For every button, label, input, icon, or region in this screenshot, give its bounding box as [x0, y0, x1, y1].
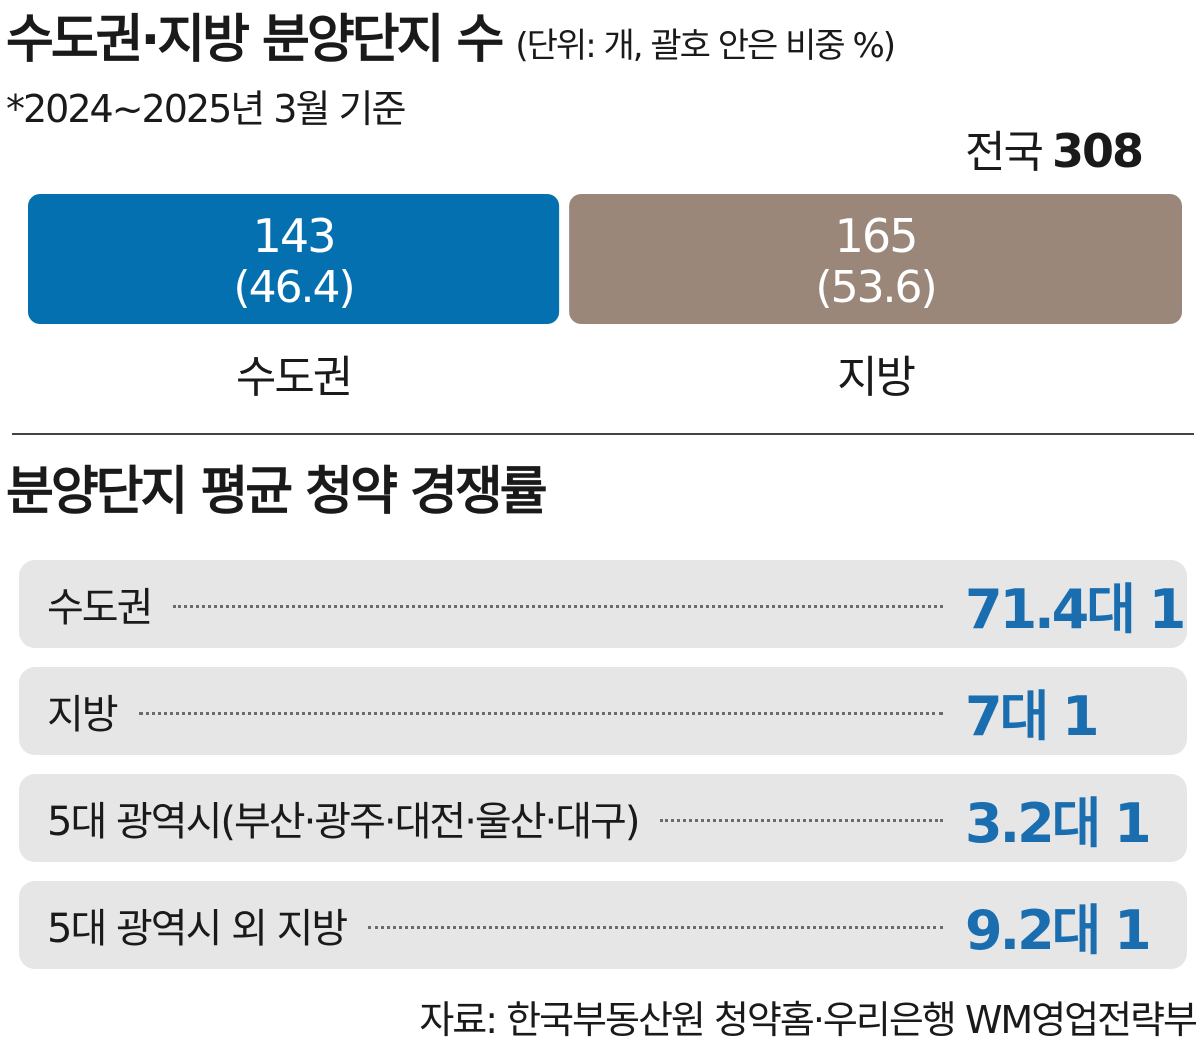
total-label: 전국	[965, 127, 1044, 178]
title-row: 수도권·지방 분양단지 수 (단위: 개, 괄호 안은 비중 %)	[0, 0, 896, 80]
bar-share-label: (46.4)	[233, 262, 353, 313]
total-count: 전국 308	[965, 123, 1144, 181]
bar-capital	[28, 194, 560, 324]
dotted-leader	[368, 925, 943, 929]
unit-note: (단위: 개, 괄호 안은 비중 %)	[515, 26, 896, 66]
bar-value-label: 143	[253, 209, 335, 263]
rate-row: 수도권 71.4대 1	[19, 560, 1187, 648]
dotted-leader	[660, 818, 943, 822]
dotted-leader	[138, 711, 943, 715]
rate-name: 지방	[47, 692, 119, 738]
total-value: 308	[1051, 124, 1144, 178]
rate-name: 5대 광역시(부산·광주·대전·울산·대구)	[47, 799, 640, 845]
source-note: 자료: 한국부동산원 청약홈·우리은행 WM영업전략부	[419, 998, 1198, 1042]
chart-title: 수도권·지방 분양단지 수	[6, 10, 504, 70]
rate-list: 수도권 71.4대 1 지방 7대 1 5대 광역시(부산·광주·대전·울산·대구) 3.…	[19, 560, 1187, 988]
bar-regional	[569, 194, 1182, 324]
rate-row: 5대 광역시(부산·광주·대전·울산·대구) 3.2대 1	[19, 774, 1187, 862]
section-divider	[12, 433, 1194, 435]
rate-value: 9.2대 1	[965, 898, 1152, 962]
bar-category-label: 수도권	[236, 352, 351, 403]
rate-row: 5대 광역시 외 지방 9.2대 1	[19, 881, 1187, 969]
rate-value: 7대 1	[965, 684, 1100, 748]
rate-row: 지방 7대 1	[19, 667, 1187, 755]
rate-name: 5대 광역시 외 지방	[47, 906, 348, 952]
rate-value: 3.2대 1	[965, 791, 1152, 855]
rate-name: 수도권	[47, 585, 153, 631]
dotted-leader	[173, 604, 943, 608]
stacked-bar-chart: 143(46.4) 수도권 165(53.6) 지방	[28, 194, 1182, 403]
period-note: *2024~2025년 3월 기준	[6, 87, 406, 131]
bar-category-label: 지방	[837, 352, 914, 403]
bar-value-label: 165	[835, 209, 917, 263]
section-title: 분양단지 평균 청약 경쟁률	[6, 462, 548, 522]
bar-share-label: (53.6)	[815, 262, 935, 313]
rate-value: 71.4대 1	[965, 577, 1186, 641]
